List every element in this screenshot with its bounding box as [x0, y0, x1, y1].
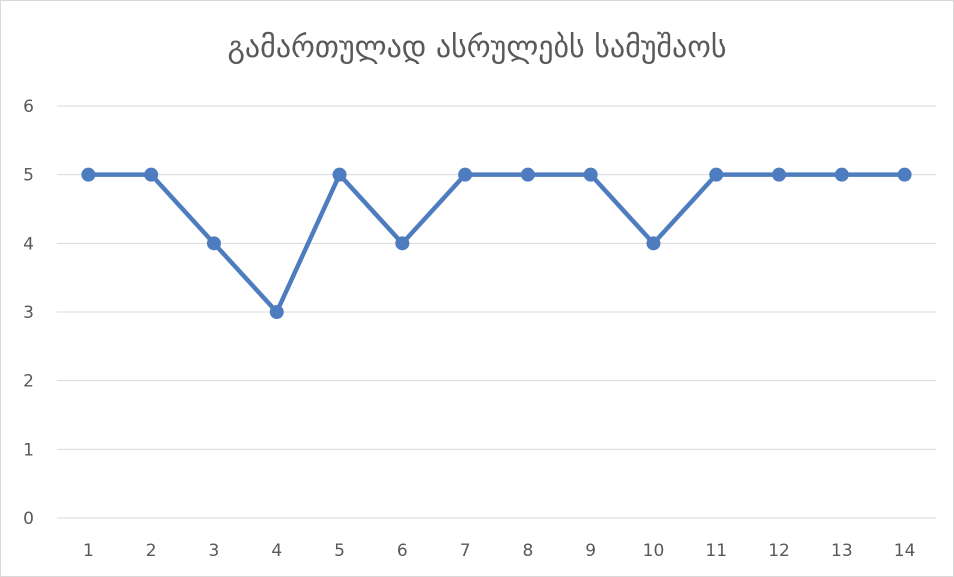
data-point: [332, 167, 347, 182]
data-point: [206, 236, 221, 251]
x-axis-ticks: 1 2 3 4 5 6 7 8 9 10 11 12 13 14: [83, 541, 915, 561]
x-tick-label: 13: [831, 541, 853, 561]
data-point: [583, 167, 598, 182]
data-point: [269, 305, 284, 319]
y-tick-label: 2: [23, 372, 34, 392]
y-tick-label: 1: [23, 440, 34, 460]
y-tick-label: 3: [23, 303, 34, 323]
x-tick-label: 8: [522, 541, 533, 561]
y-tick-label: 5: [23, 166, 34, 186]
data-point: [458, 167, 473, 182]
x-tick-label: 5: [334, 541, 345, 561]
x-tick-label: 3: [209, 541, 220, 561]
y-axis-ticks: 0 1 2 3 4 5 6: [23, 97, 34, 529]
data-point: [81, 167, 96, 182]
series-points: [81, 167, 912, 319]
data-point: [709, 167, 724, 182]
gridlines: [57, 105, 936, 519]
x-tick-label: 10: [643, 541, 665, 561]
data-point: [834, 167, 849, 182]
x-tick-label: 1: [83, 541, 94, 561]
y-tick-label: 6: [23, 97, 34, 117]
x-tick-label: 6: [397, 541, 408, 561]
series-line-path: [86, 172, 907, 315]
x-tick-label: 7: [460, 541, 471, 561]
chart-title: გამართულად ასრულებს სამუშაოს: [227, 30, 727, 65]
data-point: [144, 167, 159, 182]
x-tick-label: 2: [146, 541, 157, 561]
data-point: [772, 167, 787, 182]
x-tick-label: 9: [585, 541, 596, 561]
x-tick-label: 4: [271, 541, 282, 561]
y-tick-label: 4: [23, 234, 34, 254]
data-point: [520, 167, 535, 182]
y-tick-label: 0: [23, 509, 34, 529]
x-tick-label: 11: [705, 541, 727, 561]
data-point: [897, 167, 912, 182]
series-line: [86, 172, 907, 315]
data-point: [395, 236, 410, 251]
data-point: [646, 236, 661, 251]
x-tick-label: 12: [768, 541, 790, 561]
x-tick-label: 14: [894, 541, 916, 561]
